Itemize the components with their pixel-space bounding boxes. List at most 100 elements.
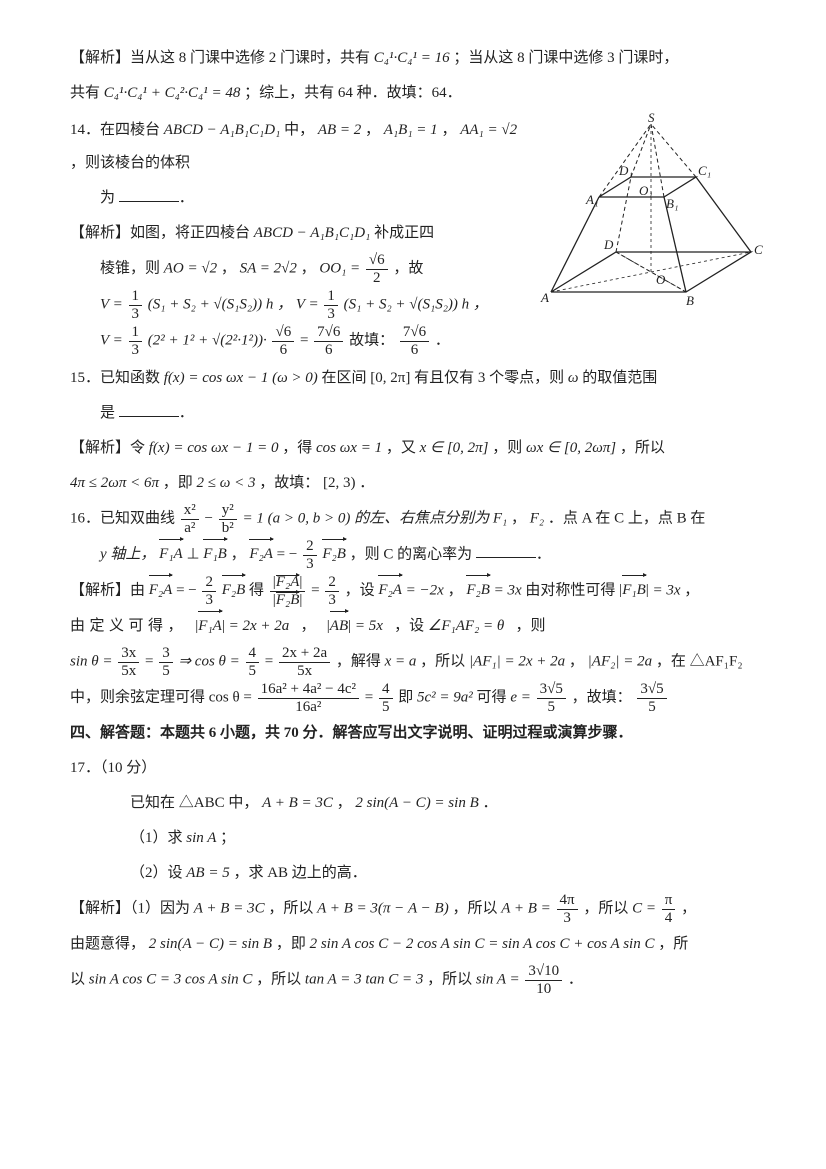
expr: (2² + 1² + √(2²·1²))· [148, 332, 267, 348]
lbl-O: O [656, 272, 666, 287]
text: ，设 [394, 618, 428, 634]
expr: 4π ≤ 2ωπ < 6π [70, 475, 159, 491]
den: b² [219, 520, 237, 537]
num: 3 [159, 645, 173, 663]
expr: 2 sin A cos C − 2 cos A sin C = sin A co… [310, 936, 655, 952]
text: ， [441, 122, 456, 138]
expr: ω [568, 370, 579, 386]
expr: |F₁B| [619, 582, 649, 598]
text: ， [221, 260, 236, 276]
p14-formula2: V = 13 (2² + 1² + √(2²·1²))· √66 = 7√66 … [70, 324, 766, 358]
text: ；当从这 8 门课中选修 3 门课时， [453, 50, 678, 66]
expr: |F₁A| [195, 618, 225, 634]
frac: 45 [246, 645, 260, 679]
text: ，所以 [452, 900, 501, 916]
expr: ABCD − A₁B₁C₁D₁ [164, 122, 281, 138]
p13-line2: 共有 C₄¹·C₄¹ + C₄²·C₄¹ = 48 ；综上，共有 64 种．故填… [70, 77, 766, 110]
eq: = [311, 582, 323, 598]
expr: = 2x + 2a [229, 618, 290, 634]
den: 3 [324, 306, 338, 323]
p16-sol3: sin θ = 3x5x = 35 ⇒ cos θ = 45 = 2x + 2a… [70, 645, 766, 679]
eq: = − [176, 582, 197, 598]
expr: F₁ [493, 510, 507, 526]
den: 3 [303, 556, 317, 573]
lbl-C1: C₁ [698, 163, 711, 178]
num: 4 [379, 681, 393, 699]
text: ，所以 [583, 900, 632, 916]
expr: [0, 2π] [370, 370, 410, 386]
frac: y²b² [219, 502, 237, 536]
expr: = 5x [355, 618, 383, 634]
text: 为 [100, 190, 115, 206]
num: √6 [272, 324, 294, 342]
frac: 16a² + 4a² − 4c²16a² [258, 681, 359, 715]
text: 有且仅有 3 个零点，则 [414, 370, 568, 386]
expr: F₂ [530, 510, 544, 526]
den: 4 [662, 910, 676, 927]
eq: = − [277, 546, 298, 562]
text: 由定义可得， [70, 618, 187, 634]
text: 即 [398, 689, 417, 705]
answer-blank [119, 186, 179, 202]
expr: A + B = 3C [262, 795, 333, 811]
vector: F₂B [322, 538, 346, 571]
vector: F₁A [159, 538, 183, 571]
p17-q2: （2）设 AB = 5 ，求 AB 边上的高． [70, 857, 766, 890]
text: 【解析】令 [70, 440, 149, 456]
lbl-B: B [686, 293, 694, 308]
text: ，所以 [268, 900, 317, 916]
num: 3√5 [537, 681, 566, 699]
frac: 3√55 [637, 681, 666, 715]
expr: A + B = 3(π − A − B) [317, 900, 449, 916]
frac: 13 [324, 288, 338, 322]
frac: 23 [303, 538, 317, 572]
den: 5 [537, 699, 566, 716]
den: 3 [202, 592, 216, 609]
expr: C₄¹·C₄¹ + C₄²·C₄¹ = 48 [104, 85, 241, 101]
p17-q1: （1）求 sin A ； [70, 822, 766, 855]
expr: ωx ∈ [0, 2ωπ] [526, 440, 616, 456]
den: 3 [557, 910, 578, 927]
num: 3√10 [525, 963, 562, 981]
text: ， [337, 795, 352, 811]
num: π [662, 892, 676, 910]
text: ，即 [276, 936, 310, 952]
expr: sin θ = [70, 653, 116, 669]
text: ，所以 [620, 440, 665, 456]
den: 3 [129, 342, 143, 359]
num: |F₂A| [270, 574, 306, 592]
p15-sol1: 【解析】令 f(x) = cos ωx − 1 = 0 ，得 cos ωx = … [70, 432, 766, 465]
expr: |AF₂| = 2a [588, 653, 652, 669]
frac: 3x5x [118, 645, 139, 679]
expr: = 3x [494, 582, 522, 598]
text: ， [448, 582, 463, 598]
vector: F₂B [222, 574, 246, 607]
text: 中， [284, 122, 314, 138]
text: 棱锥，则 [100, 260, 164, 276]
p17-sol3: 以 sin A cos C = 3 cos A sin C ，所以 tan A … [70, 963, 766, 997]
lbl-A1: A₁ [585, 192, 598, 207]
text: ， [365, 122, 380, 138]
text: 由对称性可得 [525, 582, 619, 598]
text: ，故 [393, 260, 423, 276]
num: 7√6 [400, 324, 429, 342]
text: ； [220, 830, 235, 846]
text: ，在 △AF₁F₂ [656, 653, 743, 669]
p14-figure: S A B C D A₁ B₁ C₁ D₁ O O₁ [536, 112, 766, 325]
p16-stem2: y 轴上， F₁A ⊥ F₁B ， F₂A = − 23 F₂B ，则 C 的离… [70, 538, 766, 572]
expr: A₁B₁ = 1 [384, 122, 438, 138]
text: ，设 [345, 582, 379, 598]
expr: ∠F₁AF₂ = θ [428, 618, 504, 634]
eq: = [265, 653, 277, 669]
text: 是 [100, 405, 115, 421]
expr: f(x) = cos ωx − 1 (ω > 0) [164, 370, 318, 386]
text: ， [301, 260, 316, 276]
expr: 2 sin(A − C) = sin B [149, 936, 272, 952]
text: ， [684, 582, 699, 598]
frac: 3√55 [537, 681, 566, 715]
expr: SA = 2√2 [240, 260, 297, 276]
expr: |AB| [327, 618, 351, 634]
text: ． [482, 795, 497, 811]
text: 16．已知双曲线 [70, 510, 179, 526]
den: |F₂B| [270, 592, 306, 609]
